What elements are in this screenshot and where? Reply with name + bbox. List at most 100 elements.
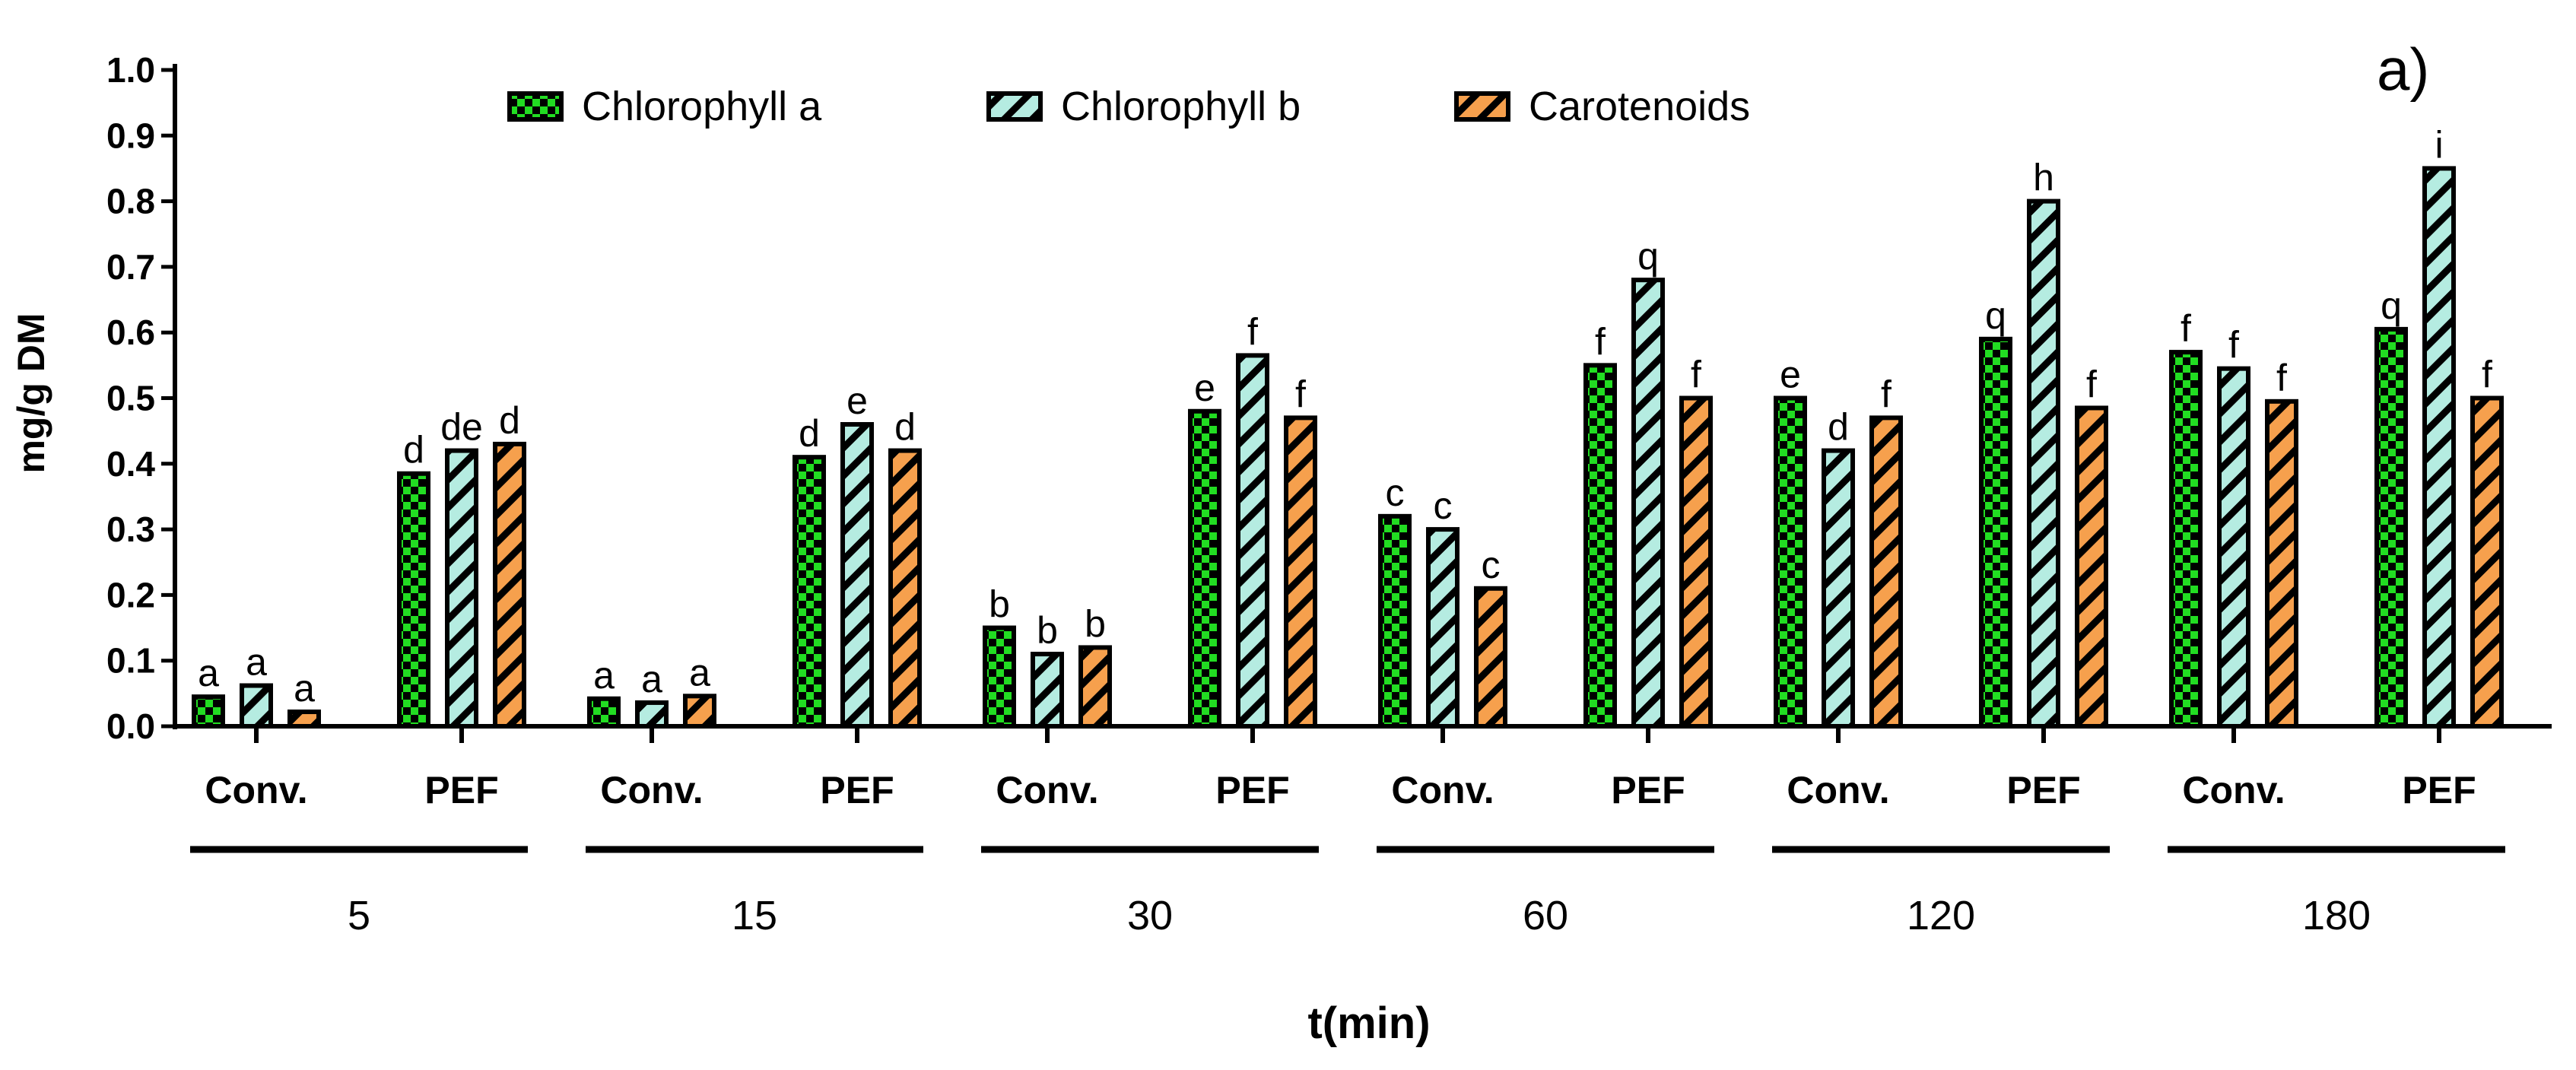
bar-carotenoids (2075, 405, 2108, 729)
bar-carotenoids (1078, 645, 1112, 729)
legend-label: Chlorophyll a (582, 84, 822, 129)
significance-label: a (246, 640, 267, 683)
significance-label: a (294, 667, 315, 710)
bar-chlorophyll-b (445, 448, 478, 729)
bar-chlorophyll-a (2169, 350, 2203, 729)
y-tick-label: 0.2 (106, 575, 155, 614)
bar-chlorophyll-b (2217, 366, 2250, 729)
significance-label: b (1085, 602, 1106, 645)
significance-label: q (2381, 284, 2402, 327)
significance-label: f (2086, 363, 2097, 405)
time-label: 30 (1127, 893, 1173, 938)
significance-label: c (1386, 471, 1405, 514)
bar-carotenoids (683, 694, 716, 729)
method-label: PEF (1215, 769, 1289, 811)
y-axis-label: mg/g DM (10, 313, 52, 473)
significance-label: i (2435, 123, 2443, 166)
bar-chlorophyll-b (1822, 448, 1855, 729)
y-tick-label: 0.3 (106, 510, 155, 549)
time-label: 180 (2302, 893, 2371, 938)
significance-label: f (2228, 324, 2239, 367)
bar-chlorophyll-b (2422, 166, 2456, 729)
significance-label: a (593, 654, 615, 697)
bar-chlorophyll-b (1236, 353, 1269, 729)
method-label: Conv. (600, 769, 703, 811)
bar-chlorophyll-a (397, 471, 430, 729)
bar-carotenoids (888, 448, 922, 729)
method-label: Conv. (2182, 769, 2285, 811)
bar-chlorophyll-b (1031, 652, 1064, 729)
time-label: 5 (348, 893, 370, 938)
significance-label: d (799, 412, 820, 455)
y-axis: 0.0 0.1 0.2 0.3 0.4 0.5 0.6 0.7 0.8 0.9 1.0 (106, 50, 177, 746)
method-label: PEF (424, 769, 498, 811)
method-label: PEF (2402, 769, 2476, 811)
bar-chlorophyll-b (1426, 527, 1460, 729)
bar-carotenoids (2265, 398, 2298, 729)
significance-label: d (1828, 406, 1849, 449)
bar-chlorophyll-a (1774, 395, 1807, 729)
bar-chlorophyll-a (587, 696, 621, 729)
bar-chlorophyll-a (1378, 513, 1412, 729)
method-label: Conv. (1391, 769, 1494, 811)
legend-label: Carotenoids (1529, 84, 1750, 129)
bar-carotenoids (493, 441, 526, 729)
y-tick-label: 0.6 (106, 313, 155, 352)
legend-swatch-chlorophyll-a (507, 91, 564, 122)
legend: Chlorophyll a Chlorophyll b Carotenoids (507, 84, 1750, 129)
bar-chlorophyll-b (2027, 198, 2060, 729)
significance-label: a (689, 651, 710, 694)
significance-label: b (989, 583, 1010, 626)
y-tick-label: 0.0 (106, 706, 155, 746)
significance-label: q (1985, 294, 2006, 337)
significance-label: f (2181, 307, 2191, 350)
significance-label: b (1037, 609, 1058, 652)
method-label: PEF (820, 769, 894, 811)
bar-carotenoids (1284, 415, 1317, 729)
time-label: 60 (1523, 893, 1568, 938)
y-tick-label: 0.8 (106, 182, 155, 221)
significance-label: h (2033, 157, 2054, 199)
legend-swatch-carotenoids (1454, 91, 1510, 122)
bars (192, 166, 2504, 729)
bar-chlorophyll-b (240, 683, 273, 729)
significance-label: d (403, 429, 424, 471)
significance-label: f (1295, 373, 1306, 415)
bar-chlorophyll-a (1188, 408, 1221, 729)
significance-label: f (1691, 354, 1701, 396)
bar-chlorophyll-a (1979, 336, 2012, 729)
x-axis-label: t(min) (1307, 999, 1430, 1048)
legend-label: Chlorophyll b (1061, 84, 1301, 129)
significance-label: f (2276, 357, 2287, 399)
significance-label: f (1247, 310, 1258, 353)
significance-label: q (1637, 235, 1659, 278)
bar-carotenoids (1474, 586, 1507, 729)
panel-label: a) (2377, 36, 2429, 103)
y-tick-label: 0.5 (106, 379, 155, 418)
time-label: 120 (1907, 893, 1975, 938)
significance-label: e (1780, 354, 1801, 396)
legend-swatch-chlorophyll-b (986, 91, 1043, 122)
y-tick-label: 0.1 (106, 641, 155, 681)
bar-chlorophyll-a (792, 455, 826, 729)
bar-chlorophyll-a (983, 625, 1016, 729)
bar-carotenoids (2470, 395, 2504, 729)
significance-label: e (1194, 367, 1215, 409)
significance-label: f (1881, 373, 1892, 415)
significance-label: de (440, 406, 483, 449)
bar-chlorophyll-a (2374, 326, 2408, 729)
y-tick-label: 0.9 (106, 116, 155, 155)
significance-label: a (198, 652, 219, 694)
method-label: Conv. (996, 769, 1098, 811)
significance-label: f (1595, 320, 1606, 363)
bar-chlorophyll-b (1631, 278, 1665, 729)
method-label: PEF (1611, 769, 1685, 811)
bar-chlorophyll-a (1583, 363, 1617, 729)
bar-carotenoids (1679, 395, 1713, 729)
y-tick-label: 1.0 (106, 50, 155, 90)
significance-label: d (894, 406, 916, 449)
bar-chlorophyll-a (192, 694, 225, 729)
method-label: Conv. (1787, 769, 1889, 811)
method-label: PEF (2006, 769, 2080, 811)
